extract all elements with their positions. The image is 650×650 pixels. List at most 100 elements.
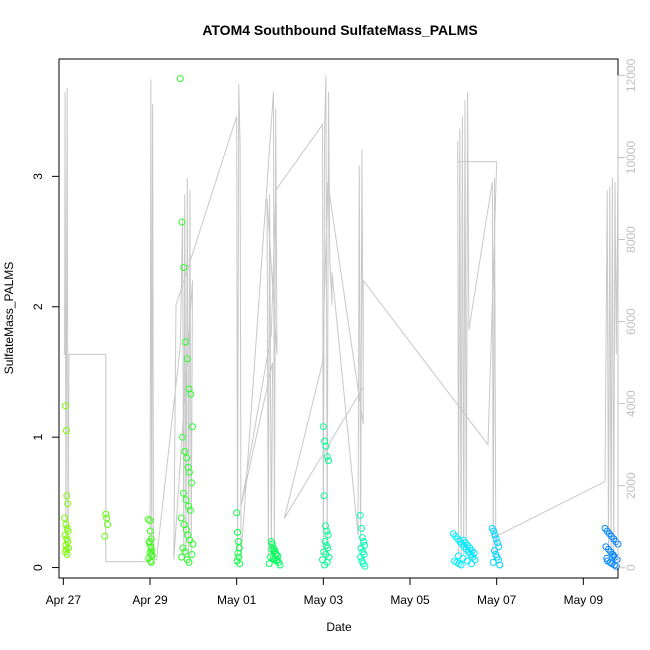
data-point: [494, 539, 501, 547]
data-point: [471, 556, 479, 564]
data-point: [491, 547, 498, 555]
y-tick-label: 0: [31, 564, 45, 571]
right-tick-label: 2000: [624, 472, 638, 499]
data-point: [234, 528, 241, 536]
data-point: [323, 453, 331, 461]
data-point: [187, 390, 195, 398]
data-point: [104, 521, 111, 528]
x-tick-label: Apr 29: [132, 593, 168, 607]
x-axis-label: Date: [326, 620, 352, 634]
data-point: [179, 489, 187, 497]
data-point: [103, 514, 111, 522]
right-tick-label: 0: [624, 564, 638, 571]
data-point: [188, 479, 196, 487]
data-point: [178, 553, 186, 561]
data-point: [65, 544, 72, 552]
data-point: [491, 531, 499, 539]
data-point: [63, 551, 71, 558]
y-tick-label: 2: [31, 303, 45, 310]
data-point: [322, 442, 330, 450]
data-point: [64, 538, 72, 545]
data-point: [61, 531, 69, 539]
data-point: [357, 544, 365, 552]
data-point: [147, 558, 155, 566]
data-point: [234, 538, 242, 545]
data-point: [356, 511, 364, 519]
data-point: [183, 355, 191, 363]
data-point: [102, 510, 110, 518]
data-point: [178, 218, 186, 226]
data-point: [62, 402, 69, 410]
y-axis: 0 1 2 3: [31, 173, 60, 571]
data-point: [176, 75, 184, 83]
data-point: [236, 560, 244, 568]
data-point: [495, 543, 503, 551]
data-point: [189, 423, 196, 431]
x-tick-label: May 09: [564, 593, 604, 607]
data-point: [189, 540, 197, 548]
data-point: [265, 560, 273, 568]
data-point: [233, 509, 241, 517]
data-point: [184, 463, 192, 471]
data-point: [320, 492, 328, 500]
data-point: [357, 553, 365, 561]
data-point: [146, 527, 154, 535]
altitude-trace-group: [63, 75, 619, 563]
data-point: [268, 540, 276, 548]
right-tick-label: 12000: [624, 58, 638, 92]
data-point: [183, 454, 191, 462]
data-point: [276, 561, 284, 569]
right-y-axis: 0 2000 4000 6000 8000 10000 12000: [617, 58, 638, 571]
data-point: [181, 548, 189, 556]
data-point: [182, 526, 190, 534]
x-tick-label: Apr 27: [46, 593, 82, 607]
data-point: [323, 527, 331, 535]
data-point: [321, 538, 329, 545]
data-point: [177, 514, 185, 522]
right-tick-label: 8000: [624, 226, 638, 253]
x-axis: Apr 27 Apr 29 May 01 May 03 May 05 May 07 May …: [46, 577, 604, 607]
data-point: [272, 551, 280, 558]
y-tick-label: 3: [31, 173, 45, 180]
x-tick-label: May 05: [390, 593, 430, 607]
data-point: [324, 544, 332, 552]
data-point: [180, 264, 188, 272]
altitude-trace-line: [63, 75, 619, 563]
data-point: [490, 527, 498, 535]
y-tick-label: 1: [31, 434, 45, 441]
data-point: [610, 552, 618, 560]
data-point: [144, 515, 152, 523]
data-point: [63, 492, 71, 500]
data-point: [61, 514, 69, 522]
data-point: [319, 423, 327, 431]
data-point: [62, 427, 70, 435]
data-point: [182, 338, 189, 346]
data-point: [496, 561, 504, 569]
data-point: [457, 561, 465, 569]
data-point: [185, 502, 193, 510]
x-tick-label: May 01: [217, 593, 257, 607]
data-point: [612, 562, 620, 570]
data-point: [148, 551, 156, 558]
data-point: [181, 448, 189, 455]
data-point: [147, 544, 155, 552]
data-points-group: [61, 75, 622, 570]
data-point: [186, 506, 194, 514]
data-point: [146, 557, 154, 565]
data-point: [324, 531, 332, 539]
data-point: [325, 457, 332, 465]
data-point: [182, 496, 190, 504]
data-point: [470, 549, 478, 557]
data-point: [64, 500, 72, 508]
data-point: [235, 553, 243, 561]
data-point: [146, 517, 154, 525]
data-point: [62, 521, 70, 528]
data-point: [101, 532, 109, 540]
data-point: [603, 554, 611, 562]
data-point: [358, 524, 365, 532]
data-point: [146, 538, 154, 545]
data-point: [185, 468, 193, 476]
x-tick-label: May 07: [477, 593, 517, 607]
